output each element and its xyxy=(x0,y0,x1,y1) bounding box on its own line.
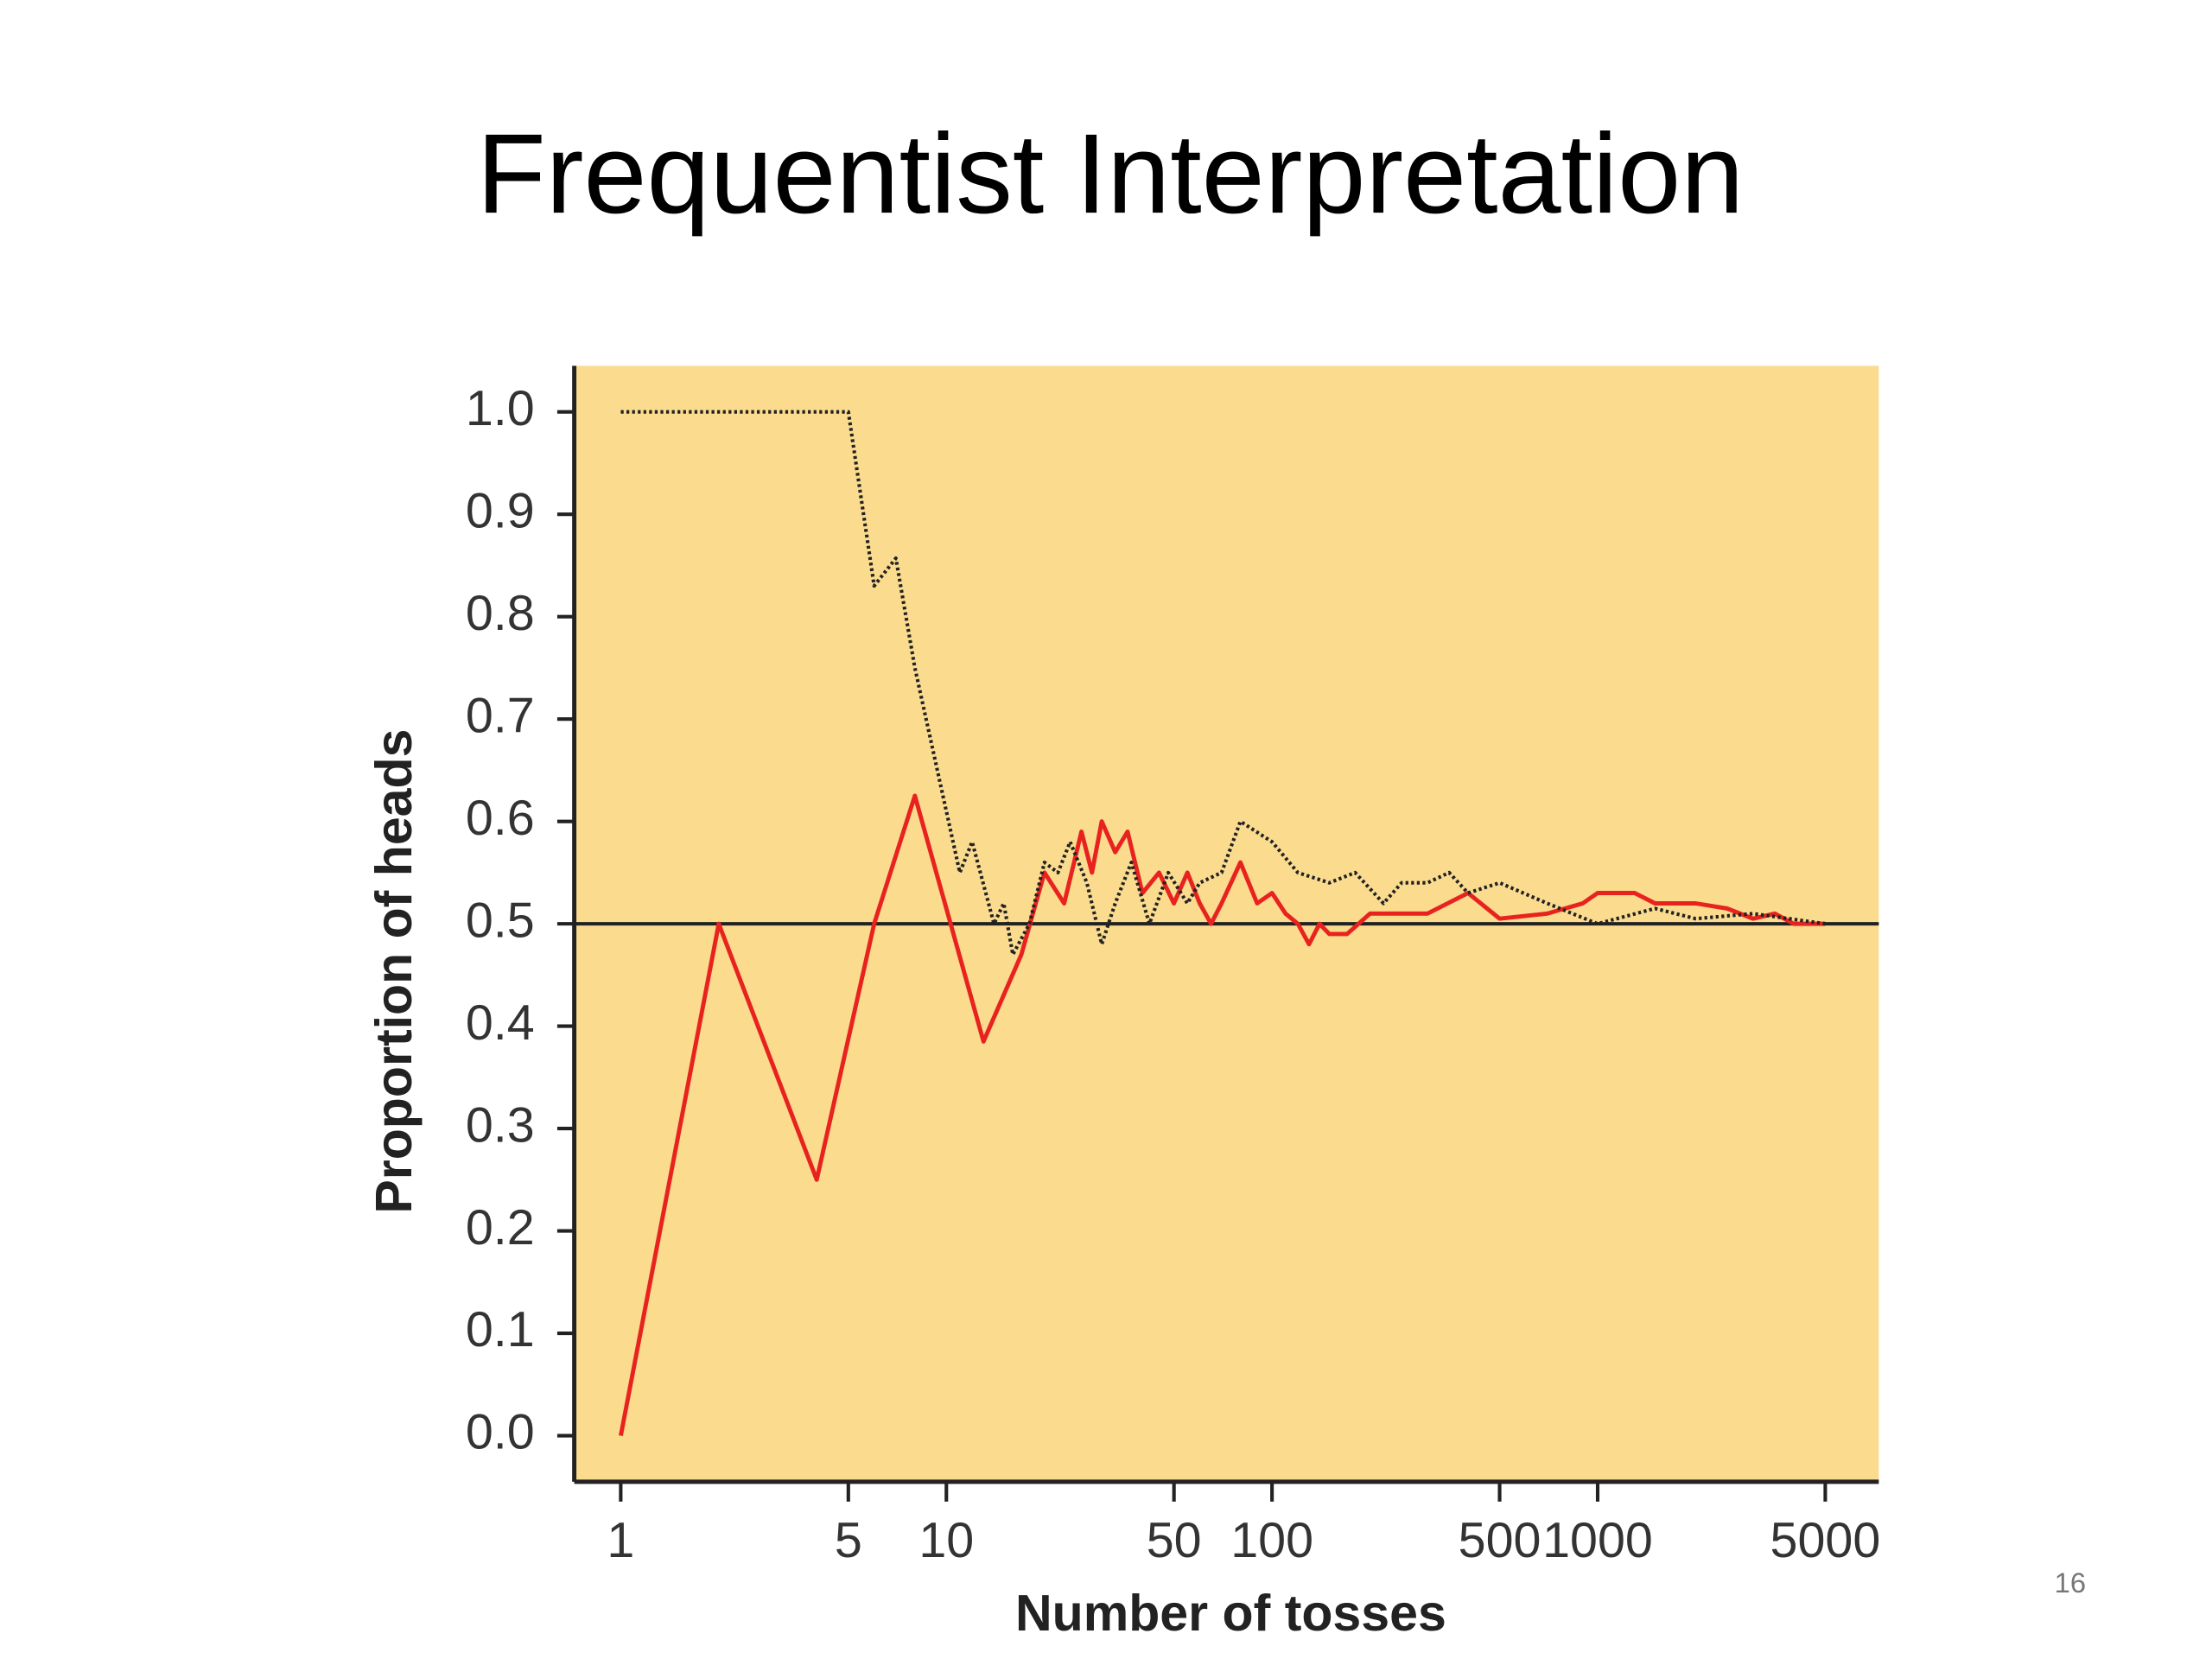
y-tick-label: 0.6 xyxy=(466,791,535,846)
y-tick-label: 1.0 xyxy=(466,381,535,436)
slide-title: Frequentist Interpretation xyxy=(477,110,1745,237)
y-tick-label: 0.3 xyxy=(466,1097,535,1153)
y-tick-label: 0.8 xyxy=(466,586,535,641)
y-tick-label: 0.4 xyxy=(466,995,535,1051)
x-axis-label: Number of tosses xyxy=(1015,1585,1446,1642)
y-tick-label: 0.9 xyxy=(466,483,535,538)
y-axis-label: Proportion of heads xyxy=(365,729,423,1214)
x-tick-label: 50 xyxy=(1147,1513,1202,1568)
page-number: 16 xyxy=(2055,1567,2087,1599)
x-tick-label: 500 xyxy=(1459,1513,1541,1568)
x-tick-label: 1000 xyxy=(1542,1513,1653,1568)
x-tick-label: 5 xyxy=(835,1513,862,1568)
y-tick-label: 0.1 xyxy=(466,1302,535,1357)
series-line xyxy=(620,410,1826,957)
x-tick-label: 1 xyxy=(607,1513,634,1568)
x-tick-label: 5000 xyxy=(1770,1513,1881,1568)
y-tick-label: 0.0 xyxy=(466,1405,535,1460)
x-tick-label: 10 xyxy=(918,1513,974,1568)
series-line xyxy=(619,793,1826,1437)
y-tick-label: 0.5 xyxy=(466,893,535,948)
y-tick-label: 0.2 xyxy=(466,1200,535,1255)
x-tick-label: 100 xyxy=(1230,1513,1313,1568)
y-tick-label: 0.7 xyxy=(466,688,535,743)
